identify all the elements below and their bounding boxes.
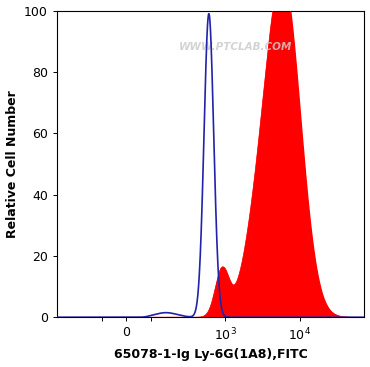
Text: WWW.PTCLAB.COM: WWW.PTCLAB.COM — [179, 42, 292, 52]
Y-axis label: Relative Cell Number: Relative Cell Number — [6, 90, 18, 238]
X-axis label: 65078-1-Ig Ly-6G(1A8),FITC: 65078-1-Ig Ly-6G(1A8),FITC — [114, 348, 307, 361]
